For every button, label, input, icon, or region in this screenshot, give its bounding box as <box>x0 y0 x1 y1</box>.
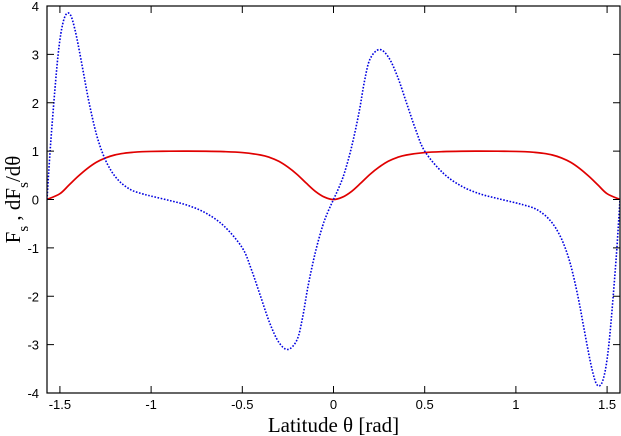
x-tick-label: -1.5 <box>49 397 71 412</box>
y-tick-label: 1 <box>32 144 39 159</box>
labels-layer: -1.5 -1 -0.5 0 0.5 1 1.5 -4 -3 -2 -1 0 1 2 3 4 <box>27 0 616 412</box>
x-tick-label: 1.5 <box>598 397 616 412</box>
series-layer <box>47 12 620 387</box>
y-tick-label: 0 <box>32 193 39 208</box>
y-axis-title-part: F <box>1 232 25 244</box>
y-tick-label: 2 <box>32 96 39 111</box>
y-axis-title-subscript: s <box>16 226 32 232</box>
y-tick-label: 4 <box>32 0 39 14</box>
x-tick-label: -1 <box>145 397 157 412</box>
y-tick-label: -4 <box>27 386 39 401</box>
y-axis-title-part: , dF <box>1 188 25 226</box>
y-axis-title: Fs , dFs/dθ <box>1 156 32 244</box>
x-tick-label: 1 <box>512 397 519 412</box>
y-tick-label: -1 <box>27 241 39 256</box>
y-tick-label: -3 <box>27 338 39 353</box>
y-tick-label: -2 <box>27 289 39 304</box>
y-axis-title-subscript: s <box>16 182 32 188</box>
x-axis-title: Latitude θ [rad] <box>268 413 399 436</box>
x-tick-label: 0 <box>330 397 337 412</box>
plot-frame <box>46 5 621 394</box>
x-tick-label: 0.5 <box>416 397 434 412</box>
y-tick-label: 3 <box>32 47 39 62</box>
ticks-layer <box>47 5 620 394</box>
y-axis-title-part: /dθ <box>1 156 25 182</box>
series-fs-line <box>47 150 620 201</box>
x-tick-label: -0.5 <box>231 397 253 412</box>
